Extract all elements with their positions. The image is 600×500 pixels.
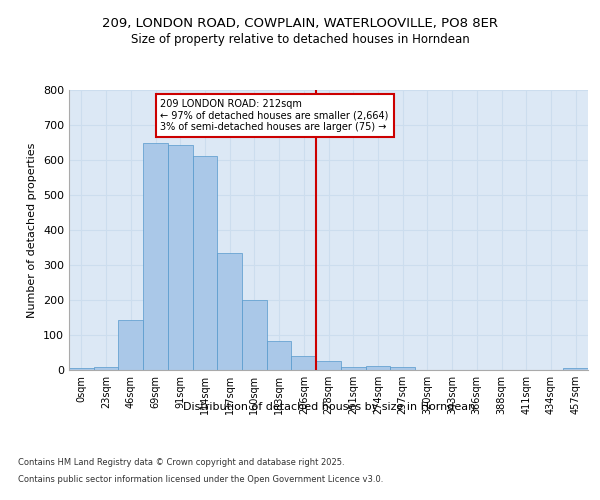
Bar	[292, 356, 316, 370]
Bar	[316, 360, 341, 370]
Y-axis label: Number of detached properties: Number of detached properties	[28, 142, 37, 318]
Bar	[341, 366, 365, 370]
Text: Contains public sector information licensed under the Open Government Licence v3: Contains public sector information licen…	[18, 474, 383, 484]
Text: Contains HM Land Registry data © Crown copyright and database right 2025.: Contains HM Land Registry data © Crown c…	[18, 458, 344, 467]
Bar	[365, 366, 390, 370]
Bar	[390, 367, 415, 370]
Text: Size of property relative to detached houses in Horndean: Size of property relative to detached ho…	[131, 32, 469, 46]
Bar	[94, 366, 118, 370]
Text: 209 LONDON ROAD: 212sqm
← 97% of detached houses are smaller (2,664)
3% of semi-: 209 LONDON ROAD: 212sqm ← 97% of detache…	[160, 98, 389, 132]
Bar	[143, 143, 168, 370]
Text: 209, LONDON ROAD, COWPLAIN, WATERLOOVILLE, PO8 8ER: 209, LONDON ROAD, COWPLAIN, WATERLOOVILL…	[102, 18, 498, 30]
Bar	[193, 156, 217, 370]
Bar	[242, 300, 267, 370]
Bar	[267, 341, 292, 370]
Bar	[563, 368, 588, 370]
Bar	[217, 252, 242, 370]
Bar	[118, 320, 143, 370]
Bar	[168, 145, 193, 370]
Text: Distribution of detached houses by size in Horndean: Distribution of detached houses by size …	[182, 402, 475, 412]
Bar	[69, 368, 94, 370]
